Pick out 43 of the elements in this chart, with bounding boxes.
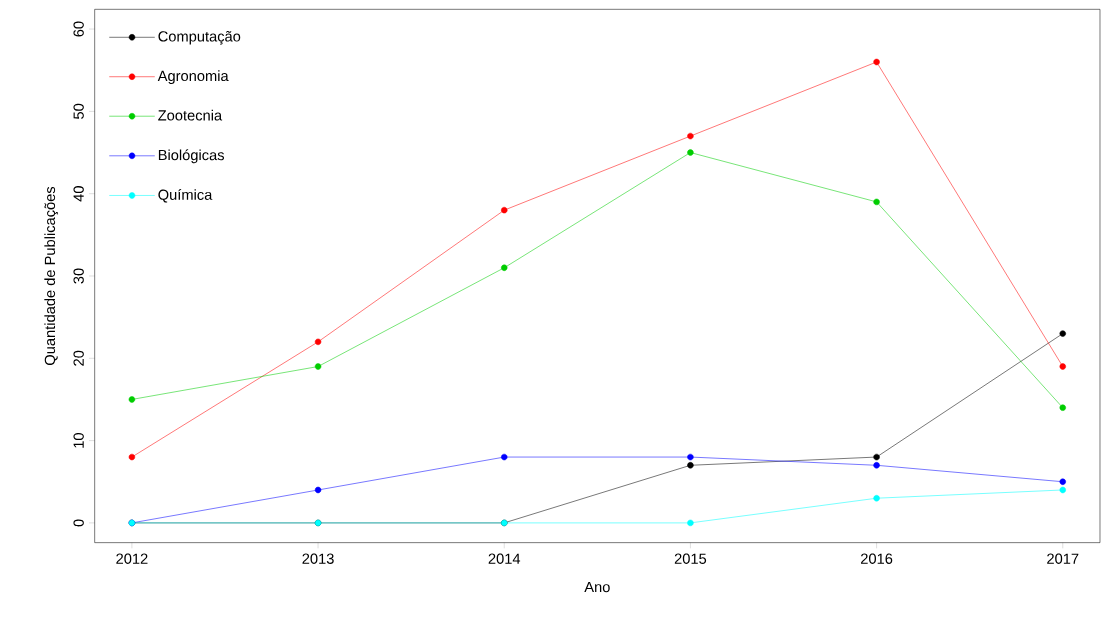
y-tick-label: 30	[73, 268, 84, 284]
point	[687, 149, 694, 156]
x-tick-label: 2015	[674, 553, 707, 564]
point	[1059, 330, 1066, 337]
point	[501, 453, 508, 461]
x-tick-label: 2017	[1047, 553, 1079, 564]
point	[501, 264, 508, 271]
point	[314, 486, 322, 494]
x-tick-label: 2013	[302, 553, 334, 564]
point	[1059, 404, 1066, 411]
y-tick-label: 0	[73, 519, 84, 527]
legend-label: Química	[158, 188, 213, 203]
point	[128, 396, 136, 403]
point	[501, 206, 508, 214]
point	[873, 495, 880, 502]
legend-label: Agronomia	[157, 70, 229, 84]
point	[687, 132, 694, 140]
point	[873, 58, 880, 66]
x-tick-label: 2012	[116, 553, 148, 564]
y-tick-label: 40	[73, 186, 84, 202]
legend-label: Computação	[158, 30, 241, 45]
y-axis-title: Quantidade de Publicações	[44, 186, 59, 365]
legend-label: Biológicas	[158, 149, 225, 164]
point	[314, 363, 322, 370]
y-tick-label: 60	[73, 21, 84, 37]
y-tick-label: 20	[73, 350, 84, 366]
point	[687, 453, 694, 461]
x-tick-label: 2014	[488, 553, 521, 564]
point	[687, 462, 694, 469]
point	[873, 453, 880, 461]
point	[1059, 486, 1066, 494]
legend-label: Zootecnia	[158, 109, 223, 121]
point	[687, 519, 694, 527]
point	[128, 453, 136, 461]
x-tick-label: 2016	[861, 553, 893, 564]
point	[873, 462, 880, 469]
y-tick-label: 50	[73, 103, 84, 119]
point	[1059, 478, 1066, 485]
point	[314, 338, 322, 346]
point	[873, 198, 880, 206]
x-axis-title: Ano	[584, 581, 610, 593]
y-tick-label: 10	[73, 433, 84, 448]
point	[1059, 363, 1066, 370]
